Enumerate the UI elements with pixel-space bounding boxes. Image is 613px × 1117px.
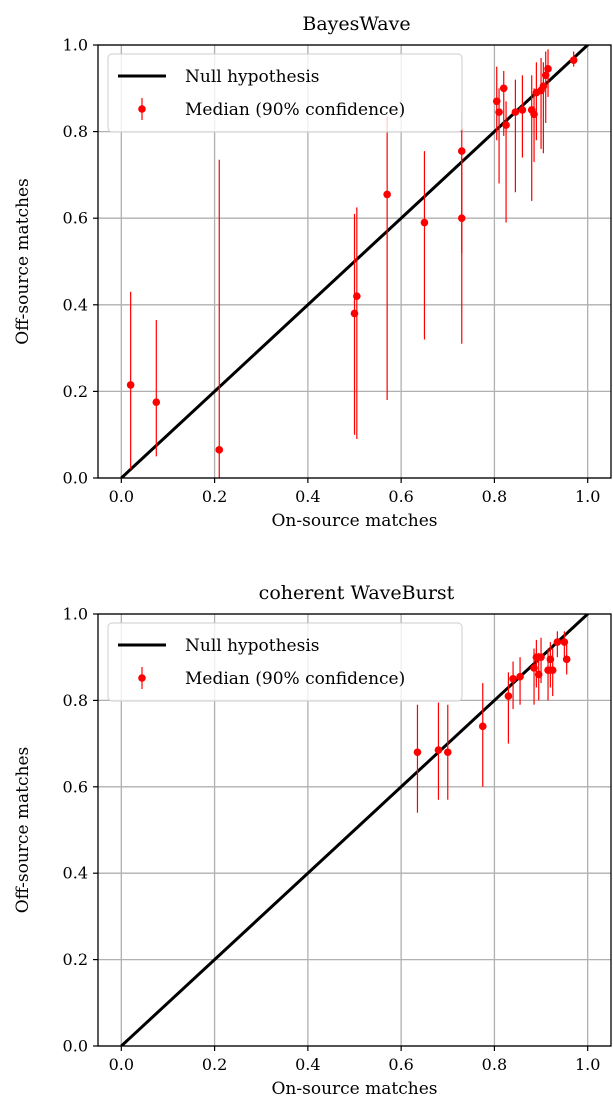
x-axis-label: On-source matches bbox=[272, 1079, 438, 1099]
median-marker bbox=[126, 381, 135, 389]
median-marker bbox=[530, 110, 538, 119]
legend-label-null: Null hypothesis bbox=[185, 67, 320, 87]
median-marker bbox=[541, 71, 550, 80]
median-marker bbox=[502, 121, 510, 129]
legend-label-null: Null hypothesis bbox=[185, 636, 320, 656]
median-marker bbox=[511, 108, 520, 116]
y-axis-label: Off-source matches bbox=[13, 747, 33, 914]
median-marker bbox=[353, 292, 361, 300]
median-marker bbox=[516, 672, 524, 681]
median-marker bbox=[534, 670, 543, 679]
y-tick-label: 0.8 bbox=[63, 122, 88, 141]
legend-box bbox=[107, 53, 463, 133]
x-tick-label: 0.6 bbox=[388, 487, 413, 506]
median-marker bbox=[492, 97, 501, 106]
median-marker bbox=[443, 748, 452, 757]
y-tick-label: 0.8 bbox=[63, 691, 88, 710]
y-tick-label: 1.0 bbox=[63, 36, 88, 55]
median-marker bbox=[215, 446, 224, 454]
y-tick-label: 0.2 bbox=[63, 382, 88, 401]
x-tick-label: 0.2 bbox=[202, 487, 227, 506]
y-tick-label: 0.4 bbox=[63, 295, 88, 314]
legend-marker-swatch bbox=[138, 105, 146, 113]
legend-label-median: Median (90% confidence) bbox=[185, 100, 405, 120]
y-tick-label: 0.4 bbox=[63, 864, 88, 883]
legend-box bbox=[107, 622, 463, 702]
median-marker bbox=[560, 638, 569, 646]
median-marker bbox=[562, 655, 571, 664]
median-marker bbox=[518, 106, 527, 114]
median-marker bbox=[548, 666, 557, 674]
y-axis-label: Off-source matches bbox=[13, 178, 33, 345]
median-marker bbox=[413, 748, 422, 757]
median-marker bbox=[499, 84, 508, 93]
y-tick-label: 0.6 bbox=[63, 209, 88, 228]
median-marker bbox=[569, 56, 578, 64]
median-marker bbox=[537, 653, 545, 661]
y-tick-label: 0.0 bbox=[63, 469, 88, 488]
null-hypothesis-line bbox=[120, 45, 590, 478]
axes-frame bbox=[97, 44, 612, 479]
bayeswave-panel: 0.0 0.2 0.4 0.6 0.8 1.0 0.0 0.2 0.4 0.6 0.8 1.0 Baye… bbox=[13, 13, 612, 531]
y-tick-label: 0.6 bbox=[63, 777, 88, 796]
x-tick-label: 0.6 bbox=[388, 1055, 413, 1074]
y-tick-label: 1.0 bbox=[63, 605, 88, 624]
cwb-panel: 0.0 0.2 0.4 0.6 0.8 1.0 0.0 0.2 0.4 0.6 0.8 1.0 cohe… bbox=[13, 582, 612, 1099]
median-marker bbox=[544, 65, 552, 73]
x-axis-label: On-source matches bbox=[272, 511, 438, 531]
x-tick-label: 0.0 bbox=[109, 1055, 134, 1074]
x-tick-label: 0.8 bbox=[482, 1055, 507, 1074]
median-marker bbox=[420, 218, 429, 227]
legend-marker-swatch bbox=[138, 674, 146, 682]
median-marker bbox=[553, 638, 562, 646]
x-tick-label: 0.0 bbox=[109, 487, 134, 506]
null-hypothesis-line bbox=[120, 614, 590, 1046]
median-marker bbox=[495, 108, 503, 116]
x-tick-label: 0.2 bbox=[202, 1055, 227, 1074]
plot-area bbox=[120, 614, 590, 1046]
y-tick-label: 0.0 bbox=[63, 1037, 88, 1056]
x-tick-label: 0.8 bbox=[482, 487, 507, 506]
x-tick-label: 1.0 bbox=[575, 487, 600, 506]
axes-frame bbox=[97, 613, 612, 1047]
chart-title: BayesWave bbox=[302, 13, 410, 35]
median-marker bbox=[350, 309, 359, 318]
median-marker bbox=[457, 214, 466, 222]
x-tick-label: 0.4 bbox=[295, 1055, 320, 1074]
x-tick-label: 1.0 bbox=[575, 1055, 600, 1074]
median-marker bbox=[546, 655, 555, 664]
median-marker bbox=[539, 82, 548, 90]
median-marker bbox=[478, 722, 487, 731]
median-marker bbox=[509, 675, 517, 683]
y-tick-label: 0.2 bbox=[63, 950, 88, 969]
median-marker bbox=[457, 147, 466, 155]
median-marker bbox=[504, 692, 513, 700]
median-marker bbox=[383, 190, 391, 199]
x-tick-label: 0.4 bbox=[295, 487, 320, 506]
median-marker bbox=[434, 746, 443, 754]
plot-area bbox=[120, 45, 590, 478]
median-marker bbox=[530, 664, 538, 672]
chart-title: coherent WaveBurst bbox=[259, 582, 455, 604]
median-marker bbox=[152, 398, 161, 407]
legend-label-median: Median (90% confidence) bbox=[185, 669, 405, 689]
